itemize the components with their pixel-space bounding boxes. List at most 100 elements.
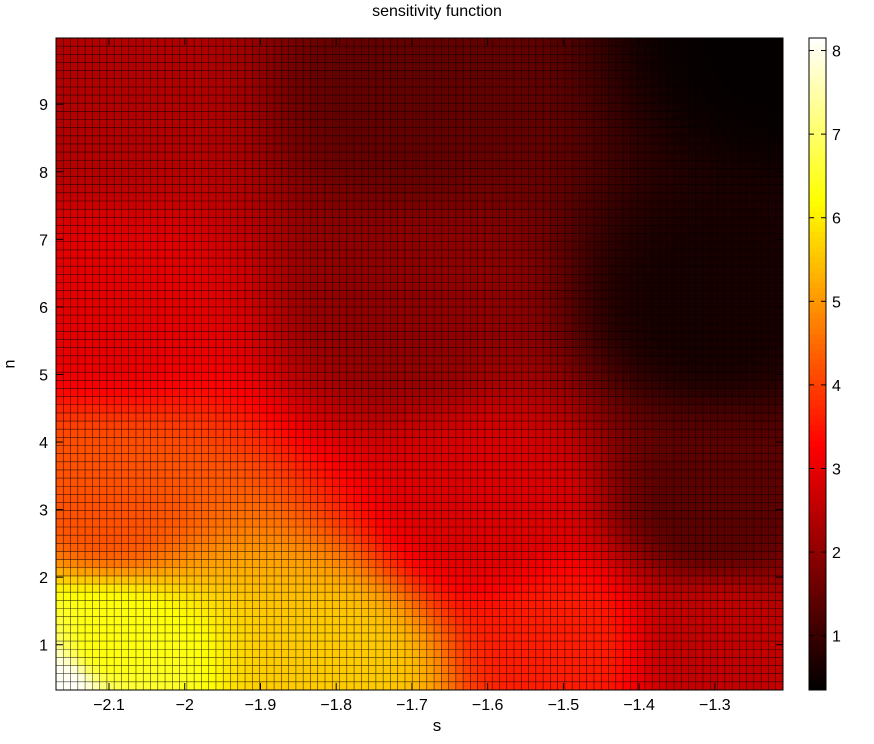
heatmap-cell — [135, 315, 144, 324]
heatmap-cell — [732, 282, 740, 292]
heatmap-cell — [354, 290, 362, 300]
heatmap-cell — [259, 331, 268, 340]
heatmap-cell — [717, 437, 726, 446]
heatmap-cell — [390, 412, 399, 422]
heatmap-cell — [404, 298, 413, 308]
heatmap-cell — [506, 364, 515, 373]
heatmap-cell — [375, 543, 384, 552]
heatmap-cell — [710, 380, 718, 389]
heatmap-cell — [463, 543, 471, 552]
heatmap-cell — [470, 437, 479, 446]
heatmap-cell — [543, 453, 551, 463]
heatmap-cell — [383, 412, 391, 422]
heatmap-cell — [586, 608, 595, 618]
heatmap-cell — [404, 575, 413, 585]
heatmap-cell — [586, 380, 595, 389]
heatmap-cell — [608, 355, 617, 365]
heatmap-cell — [274, 527, 282, 536]
heatmap-cell — [557, 567, 566, 577]
heatmap-cell — [514, 323, 522, 332]
heatmap-cell — [310, 559, 319, 569]
heatmap-cell — [550, 486, 559, 495]
heatmap-cell — [194, 657, 202, 666]
heatmap-cell — [732, 331, 740, 340]
heatmap-cell — [223, 437, 231, 446]
heatmap-cell — [601, 469, 609, 479]
heatmap-cell — [732, 543, 740, 552]
heatmap-cell — [179, 608, 188, 618]
heatmap-cell — [477, 616, 486, 626]
heatmap-cell — [601, 510, 609, 520]
heatmap-cell — [593, 364, 602, 373]
heatmap-cell — [259, 527, 268, 536]
heatmap-cell — [615, 355, 624, 365]
heatmap-cell — [85, 673, 93, 683]
heatmap-cell — [441, 486, 449, 495]
heatmap-cell — [56, 478, 64, 487]
heatmap-cell — [99, 315, 108, 324]
heatmap-cell — [237, 282, 246, 292]
heatmap-cell — [317, 649, 326, 658]
heatmap-cell — [245, 632, 253, 642]
heatmap-cell — [586, 315, 595, 324]
heatmap-cell — [601, 323, 609, 332]
heatmap-cell — [761, 396, 769, 406]
heatmap-cell — [484, 575, 493, 585]
heatmap-cell — [644, 600, 653, 609]
heatmap-cell — [673, 437, 682, 446]
heatmap-cell — [492, 290, 500, 300]
heatmap-cell — [259, 486, 268, 495]
heatmap-cell — [659, 551, 668, 560]
heatmap-cell — [310, 567, 319, 577]
heatmap-cell — [608, 388, 617, 397]
heatmap-cell — [274, 624, 282, 634]
heatmap-cell — [426, 380, 435, 389]
heatmap-cell — [121, 543, 130, 552]
heatmap-cell — [390, 502, 399, 512]
heatmap-cell — [514, 624, 522, 634]
heatmap-cell — [172, 624, 180, 634]
heatmap-cell — [572, 396, 580, 406]
heatmap-cell — [681, 518, 689, 528]
heatmap-cell — [652, 388, 660, 397]
heatmap-cell — [339, 404, 348, 414]
heatmap-cell — [303, 461, 311, 471]
heatmap-cell — [724, 502, 733, 512]
heatmap-cell — [252, 494, 260, 503]
heatmap-cell — [441, 535, 449, 544]
heatmap-cell — [499, 502, 508, 512]
heatmap-cell — [550, 567, 559, 577]
heatmap-cell — [128, 364, 137, 373]
heatmap-cell — [288, 412, 297, 422]
heatmap-cell — [245, 412, 253, 422]
heatmap-cell — [383, 315, 391, 324]
heatmap-cell — [165, 290, 173, 300]
heatmap-cell — [470, 502, 479, 512]
heatmap-cell — [339, 502, 348, 512]
heatmap-cell — [703, 355, 711, 365]
heatmap-cell — [63, 282, 71, 292]
heatmap-cell — [281, 543, 290, 552]
heatmap-cell — [455, 649, 464, 658]
heatmap-cell — [673, 510, 682, 520]
heatmap-cell — [753, 535, 762, 544]
heatmap-cell — [295, 486, 304, 495]
heatmap-cell — [557, 461, 566, 471]
heatmap-cell — [586, 657, 595, 666]
heatmap-cell — [259, 469, 268, 479]
heatmap-cell — [470, 616, 479, 626]
heatmap-cell — [230, 616, 239, 626]
heatmap-cell — [637, 445, 646, 455]
heatmap-cell — [252, 559, 260, 569]
heatmap-cell — [172, 355, 180, 365]
heatmap-cell — [746, 575, 755, 585]
heatmap-cell — [412, 364, 420, 373]
heatmap-cell — [419, 323, 428, 332]
heatmap-cell — [354, 657, 362, 666]
heatmap-cell — [673, 478, 682, 487]
heatmap-cell — [514, 673, 522, 683]
heatmap-cell — [593, 527, 602, 536]
heatmap-cell — [434, 559, 442, 569]
heatmap-cell — [266, 306, 275, 316]
heatmap-cell — [470, 527, 479, 536]
